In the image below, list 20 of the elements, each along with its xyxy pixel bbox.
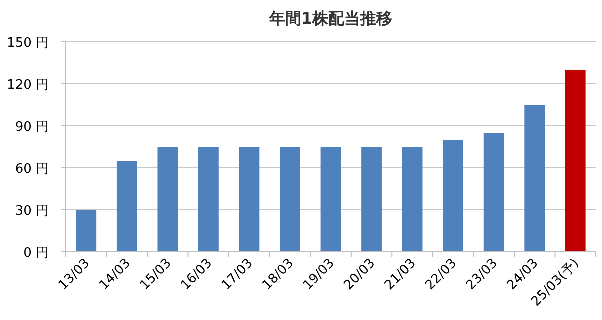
bar (320, 147, 342, 252)
y-tick-label: 30 円 (15, 204, 49, 219)
y-tick-label: 120 円 (7, 78, 49, 93)
bar (239, 147, 260, 252)
bar (524, 105, 546, 252)
bar (402, 147, 423, 252)
bar (76, 210, 97, 252)
bar (198, 147, 219, 252)
bar (565, 70, 586, 252)
bar (280, 147, 300, 252)
bar (443, 140, 464, 252)
y-tick-label: 150 円 (7, 36, 49, 51)
y-tick-label: 60 円 (15, 162, 49, 177)
bar (484, 133, 504, 252)
bar (116, 161, 138, 252)
y-tick-label: 0 円 (24, 246, 49, 261)
chart-title: 年間1株配当推移 (268, 9, 393, 28)
bar (158, 147, 178, 252)
y-tick-label: 90 円 (15, 120, 49, 135)
bar (362, 147, 382, 252)
